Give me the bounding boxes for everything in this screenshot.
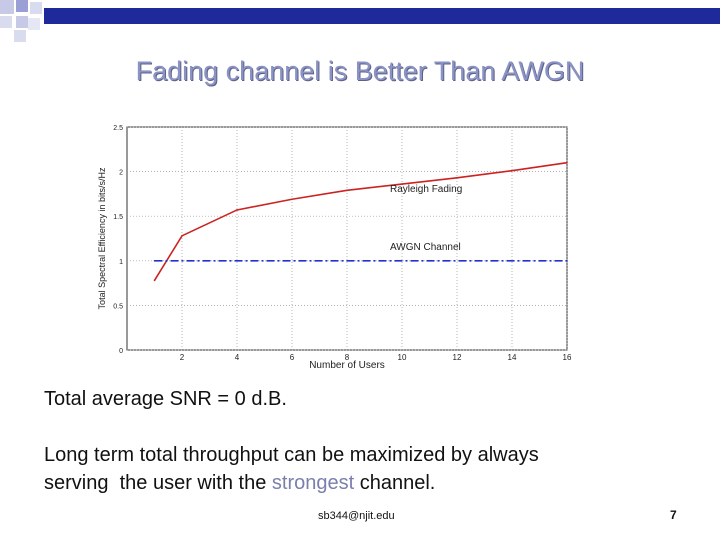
corner-decoration-square: [0, 0, 14, 14]
body-text-snr: Total average SNR = 0 d.B.: [44, 388, 287, 410]
slide-title: Fading channel is Better Than AWGN: [135, 56, 585, 86]
corner-decoration-square: [16, 0, 28, 12]
corner-decoration-square: [16, 16, 28, 28]
y-tick-label: 2: [119, 170, 123, 177]
body-text-segment: serving the user with the: [44, 472, 272, 494]
x-tick-label: 8: [345, 353, 350, 362]
y-axis-label: Total Spectral Efficiency in bits/s/Hz: [97, 167, 107, 309]
data-point: [153, 260, 156, 262]
y-tick-label: 0: [119, 348, 123, 355]
x-tick-label: 2: [180, 353, 185, 362]
data-point: [346, 189, 348, 192]
corner-decoration-square: [28, 18, 40, 30]
x-axis-label: Number of Users: [309, 360, 385, 371]
data-point: [456, 177, 458, 179]
x-tick-label: 14: [508, 353, 517, 362]
highlighted-word: strongest: [271, 472, 355, 494]
x-tick-label: 12: [453, 353, 462, 362]
y-tick-label: 0.5: [113, 303, 123, 310]
body-text-line: Long term total throughput can be maximi…: [44, 444, 539, 466]
data-point: [236, 209, 238, 211]
x-tick-label: 16: [563, 353, 572, 362]
footer-email: sb344@njit.edu: [318, 510, 395, 522]
data-point: [291, 198, 293, 201]
y-tick-label: 2.5: [113, 125, 123, 132]
data-point: [153, 279, 156, 282]
y-tick-label: 1.5: [113, 214, 123, 221]
x-tick-label: 4: [235, 353, 240, 362]
corner-decoration-square: [14, 30, 26, 42]
page-number: 7: [670, 508, 677, 522]
header-bar: [44, 8, 720, 24]
series-annotation: Rayleigh Fading: [390, 184, 462, 195]
corner-decoration-square: [30, 2, 42, 14]
data-point: [566, 161, 568, 164]
data-point: [511, 169, 513, 172]
data-point: [181, 235, 183, 237]
data-point: [401, 183, 403, 185]
x-tick-label: 10: [398, 353, 407, 362]
corner-decoration-square: [0, 16, 12, 28]
series-annotation: AWGN Channel: [390, 242, 461, 253]
body-text-line: serving the user with the strongest chan…: [44, 469, 539, 497]
plot-area: 2 4 6 8 10 12 14 16 0 0.5 1 1.5 2 2.5 Number of Users T…: [97, 125, 572, 371]
body-text-segment: channel.: [354, 472, 436, 494]
body-text-throughput: Long term total throughput can be maximi…: [44, 441, 539, 497]
y-tick-label: 1: [119, 259, 123, 266]
x-tick-label: 6: [290, 353, 295, 362]
series-line: [153, 161, 568, 281]
data-point: [566, 260, 568, 262]
